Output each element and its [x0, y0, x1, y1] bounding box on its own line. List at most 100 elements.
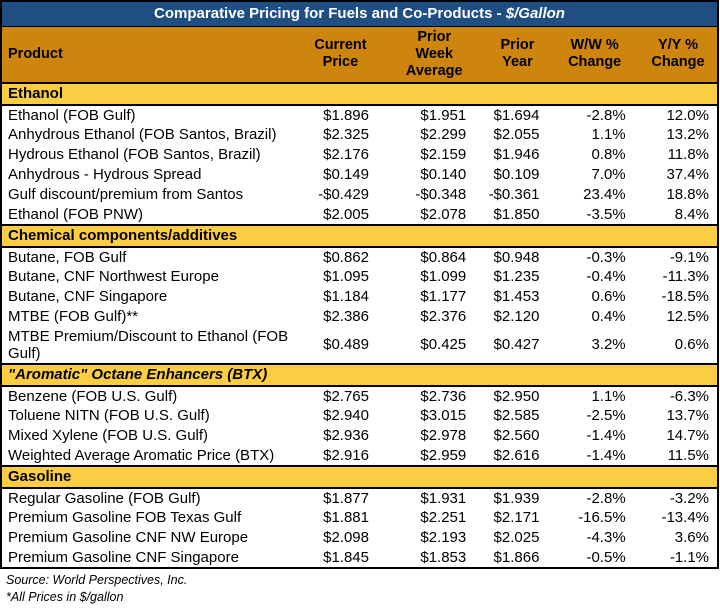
product-cell: Mixed Xylene (FOB U.S. Gulf): [1, 425, 306, 446]
prior-week-cell: $2.078: [377, 204, 475, 225]
section-header-row: "Aromatic" Octane Enhancers (BTX): [1, 362, 718, 387]
yy-change-cell: 37.4%: [633, 164, 718, 185]
ww-change-cell: -1.4%: [547, 425, 634, 446]
prior-week-cell: $2.736: [377, 385, 475, 406]
prior-year-cell: $2.950: [474, 385, 548, 406]
table-body: Ethanol Ethanol (FOB Gulf) $1.896 $1.951 $1.…: [1, 81, 718, 568]
product-cell: Hydrous Ethanol (FOB Santos, Brazil): [1, 144, 306, 165]
prior-week-cell: $0.140: [377, 164, 475, 185]
ww-change-cell: 1.1%: [547, 385, 634, 406]
current-price-cell: $2.005: [305, 204, 377, 225]
prior-year-cell: $2.560: [474, 425, 548, 446]
table-row: Premium Gasoline CNF Singapore $1.845 $1.8…: [1, 547, 718, 568]
prior-year-cell: $0.948: [474, 246, 548, 267]
yy-change-cell: -18.5%: [633, 286, 718, 307]
table-row: Premium Gasoline FOB Texas Gulf $1.881 $2.…: [1, 507, 718, 528]
ww-change-cell: 23.4%: [547, 184, 634, 205]
prior-year-cell: $2.616: [474, 445, 548, 466]
current-price-cell: $2.325: [305, 124, 377, 145]
current-price-cell: $1.184: [305, 286, 377, 307]
current-price-cell: $2.098: [305, 527, 377, 548]
section-header-label: "Aromatic" Octane Enhancers (BTX): [1, 362, 718, 387]
table-row: Butane, CNF Singapore $1.184 $1.177 $1.453 0…: [1, 286, 718, 307]
prior-year-cell: $1.866: [474, 547, 548, 568]
ww-change-cell: -2.5%: [547, 405, 634, 426]
current-price-cell: $2.765: [305, 385, 377, 406]
section-header-label: Ethanol: [1, 81, 718, 106]
current-price-cell: $1.881: [305, 507, 377, 528]
section-header-row: Chemical components/additives: [1, 223, 718, 248]
prior-year-cell: $2.055: [474, 124, 548, 145]
table-row: Premium Gasoline CNF NW Europe $2.098 $2.1…: [1, 527, 718, 548]
prior-week-cell: $1.853: [377, 547, 475, 568]
current-price-cell: $2.176: [305, 144, 377, 165]
current-price-cell: $2.936: [305, 425, 377, 446]
ww-change-cell: -3.5%: [547, 204, 634, 225]
product-cell: Butane, FOB Gulf: [1, 246, 306, 267]
table-row: MTBE (FOB Gulf)** $2.386 $2.376 $2.120 0.4% 1…: [1, 306, 718, 327]
current-price-cell: $2.940: [305, 405, 377, 426]
prior-week-cell: $1.951: [377, 104, 475, 125]
current-price-cell: -$0.429: [305, 184, 377, 205]
prior-year-cell: $1.453: [474, 286, 548, 307]
section-header-label: Gasoline: [1, 464, 718, 489]
table-row: Hydrous Ethanol (FOB Santos, Brazil) $2.1…: [1, 144, 718, 165]
ww-change-cell: -2.8%: [547, 104, 634, 125]
yy-change-cell: 13.2%: [633, 124, 718, 145]
table-row: Benzene (FOB U.S. Gulf) $2.765 $2.736 $2.95…: [1, 385, 718, 406]
current-price-cell: $0.149: [305, 164, 377, 185]
table-row: Ethanol (FOB Gulf) $1.896 $1.951 $1.694 -2.8…: [1, 104, 718, 125]
yy-change-cell: -11.3%: [633, 266, 718, 287]
prior-year-cell: $1.850: [474, 204, 548, 225]
product-cell: Ethanol (FOB Gulf): [1, 104, 306, 125]
product-cell: Anhydrous - Hydrous Spread: [1, 164, 306, 185]
report-title-text: Comparative Pricing for Fuels and Co-Pro…: [154, 5, 506, 23]
table-row: Butane, CNF Northwest Europe $1.095 $1.099…: [1, 266, 718, 287]
yy-change-cell: 12.5%: [633, 306, 718, 327]
yy-change-cell: 12.0%: [633, 104, 718, 125]
section-header-label: Chemical components/additives: [1, 223, 718, 248]
ww-change-cell: -2.8%: [547, 487, 634, 508]
yy-change-cell: -6.3%: [633, 385, 718, 406]
report-title: Comparative Pricing for Fuels and Co-Pro…: [1, 1, 718, 27]
table-row: Anhydrous - Hydrous Spread $0.149 $0.140 $0…: [1, 164, 718, 185]
section-header-row: Gasoline: [1, 464, 718, 489]
prior-year-cell: $2.120: [474, 306, 548, 327]
ww-change-cell: -4.3%: [547, 527, 634, 548]
table-row: Mixed Xylene (FOB U.S. Gulf) $2.936 $2.978…: [1, 425, 718, 446]
yy-change-cell: 11.8%: [633, 144, 718, 165]
column-header-yy-change: Y/Y % Change: [633, 26, 718, 83]
product-cell: Anhydrous Ethanol (FOB Santos, Brazil): [1, 124, 306, 145]
product-cell: Premium Gasoline CNF Singapore: [1, 547, 306, 568]
current-price-cell: $0.862: [305, 246, 377, 267]
ww-change-cell: -0.4%: [547, 266, 634, 287]
prior-week-cell: $1.177: [377, 286, 475, 307]
table-row: Regular Gasoline (FOB Gulf) $1.877 $1.931 $…: [1, 487, 718, 508]
product-cell: Premium Gasoline FOB Texas Gulf: [1, 507, 306, 528]
prior-year-cell: $2.171: [474, 507, 548, 528]
yy-change-cell: -1.1%: [633, 547, 718, 568]
prior-week-cell: $1.099: [377, 266, 475, 287]
current-price-cell: $2.386: [305, 306, 377, 327]
ww-change-cell: 0.8%: [547, 144, 634, 165]
source-note: Source: World Perspectives, Inc.: [6, 572, 188, 587]
prior-year-cell: $1.939: [474, 487, 548, 508]
prior-week-cell: $2.159: [377, 144, 475, 165]
ww-change-cell: -0.5%: [547, 547, 634, 568]
ww-change-cell: 0.4%: [547, 306, 634, 327]
current-price-cell: $1.877: [305, 487, 377, 508]
product-cell: Butane, CNF Northwest Europe: [1, 266, 306, 287]
product-cell: Toluene NITN (FOB U.S. Gulf): [1, 405, 306, 426]
column-header-prior-week-average: Prior Week Average: [377, 26, 475, 83]
prior-year-cell: $1.946: [474, 144, 548, 165]
current-price-cell: $1.845: [305, 547, 377, 568]
prior-week-cell: $2.251: [377, 507, 475, 528]
table-row: Butane, FOB Gulf $0.862 $0.864 $0.948 -0.3% -…: [1, 246, 718, 267]
product-cell: Butane, CNF Singapore: [1, 286, 306, 307]
product-cell: MTBE (FOB Gulf)**: [1, 306, 306, 327]
ww-change-cell: -16.5%: [547, 507, 634, 528]
current-price-cell: $1.896: [305, 104, 377, 125]
prior-week-cell: $0.425: [377, 326, 475, 364]
prior-year-cell: $1.235: [474, 266, 548, 287]
